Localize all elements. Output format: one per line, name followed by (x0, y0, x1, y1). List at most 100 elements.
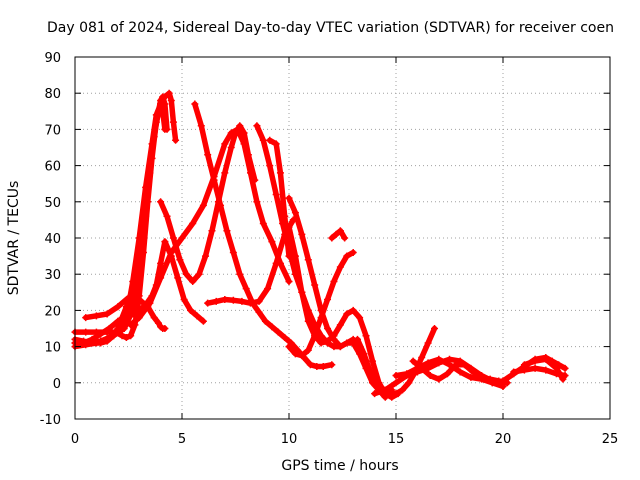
data-point-plus (176, 256, 184, 264)
data-point-plus (88, 335, 96, 343)
chart-title: Day 081 of 2024, Sidereal Day-to-day VTE… (47, 20, 614, 36)
data-point-plus (135, 314, 143, 322)
data-point-plus (392, 390, 400, 398)
y-tick-label: 70 (44, 123, 61, 138)
data-point-plus (103, 337, 111, 345)
data-point-plus (161, 325, 169, 332)
data-point-plus (82, 328, 90, 336)
data-point-plus (478, 373, 486, 381)
data-point-plus (244, 151, 252, 159)
data-point-plus (157, 274, 165, 282)
data-point-plus (118, 332, 126, 340)
data-point-plus (103, 310, 111, 318)
data-point-plus (146, 299, 154, 307)
data-point-plus (405, 379, 413, 387)
y-tick-label: 20 (44, 304, 61, 319)
data-point-plus (180, 296, 188, 304)
data-point-plus (82, 314, 90, 322)
data-point-plus (360, 350, 368, 358)
data-point-plus (291, 350, 299, 358)
data-point-plus (456, 368, 464, 376)
data-point-plus (167, 96, 175, 104)
data-point-plus (435, 355, 443, 363)
data-point-plus (199, 201, 207, 209)
data-point-plus (443, 370, 451, 378)
data-point-plus (317, 314, 325, 322)
data-point-plus (169, 118, 177, 126)
data-point-plus (424, 339, 432, 347)
series-pass-8 (157, 122, 259, 285)
data-point-plus (182, 270, 190, 278)
data-point-plus (229, 248, 237, 256)
data-point-plus (285, 194, 293, 202)
data-point-plus (122, 334, 130, 342)
data-point-plus (371, 390, 379, 398)
data-point-plus (189, 220, 197, 228)
data-point-plus (221, 296, 229, 304)
data-point-plus (236, 270, 244, 278)
data-point-plus (285, 252, 293, 260)
data-point-plus (356, 314, 364, 322)
data-point-plus (561, 364, 569, 372)
data-point-plus (298, 352, 306, 360)
data-point-plus (208, 227, 216, 235)
data-point-plus (127, 332, 135, 340)
data-point-plus (159, 107, 167, 115)
data-point-plus (199, 317, 207, 325)
data-point-plus (122, 314, 130, 322)
series-pass-23 (520, 355, 567, 383)
data-point-plus (240, 129, 248, 137)
data-point-plus (139, 248, 147, 256)
y-tick-label: 90 (44, 51, 61, 66)
data-point-plus (366, 368, 374, 376)
data-point-plus (135, 296, 143, 304)
data-point-plus (285, 343, 293, 351)
series-trace (192, 101, 335, 370)
data-point-plus (157, 259, 165, 267)
data-point-plus (317, 332, 325, 340)
data-point-plus (291, 209, 299, 217)
data-point-plus (460, 361, 468, 369)
data-point-plus (336, 227, 344, 235)
data-point-plus (157, 198, 165, 206)
data-point-plus (373, 379, 381, 387)
data-point-plus (403, 370, 411, 378)
data-point-plus (343, 339, 351, 347)
data-point-plus (362, 332, 370, 340)
series-pass-16 (328, 227, 349, 242)
series-pass-15 (285, 223, 402, 401)
y-tick-label: 0 (53, 377, 61, 392)
data-point-plus (92, 312, 100, 320)
x-tick-label: 25 (602, 432, 619, 447)
data-point-plus (259, 136, 267, 144)
data-point-plus (531, 364, 539, 372)
data-point-plus (336, 343, 344, 351)
data-point-plus (127, 321, 135, 329)
data-point-plus (122, 303, 130, 311)
data-point-plus (197, 122, 205, 130)
data-point-plus (542, 355, 550, 363)
data-point-plus (238, 297, 246, 305)
data-point-plus (431, 325, 439, 332)
data-point-plus (264, 285, 272, 293)
data-point-plus (272, 191, 280, 199)
data-point-plus (120, 325, 128, 332)
data-point-plus (236, 122, 244, 130)
data-point-plus (553, 364, 560, 372)
data-point-plus (97, 330, 105, 338)
data-point-plus (261, 317, 269, 325)
y-tick-label: 10 (44, 341, 61, 356)
data-point-plus (268, 238, 276, 246)
data-point-plus (311, 281, 319, 289)
data-point-plus (341, 234, 349, 242)
data-point-plus (105, 325, 113, 332)
x-axis-title: GPS time / hours (281, 458, 398, 474)
axis-ticks: 0 5 10 15 20 25 -10 0 10 20 30 40 50 60 70 80 90 (40, 51, 619, 447)
data-point-plus (266, 136, 274, 144)
data-point-plus (330, 343, 338, 351)
data-point-plus (266, 162, 274, 170)
data-point-plus (343, 252, 351, 260)
data-point-plus (510, 368, 518, 376)
data-point-plus (386, 390, 394, 398)
data-point-plus (304, 346, 312, 354)
